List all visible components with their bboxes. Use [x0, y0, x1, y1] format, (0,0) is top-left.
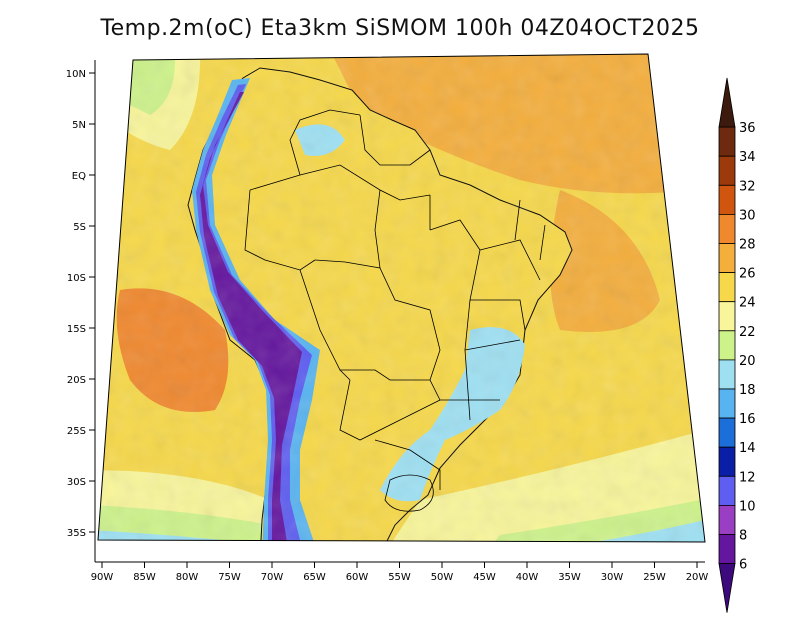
- colorbar-label: 16: [739, 412, 756, 427]
- lat-label: 30S: [67, 477, 86, 488]
- colorbar-swatch: [718, 475, 736, 506]
- colorbar-swatch: [718, 534, 736, 565]
- colorbar-label: 26: [739, 267, 756, 282]
- lon-label: 90W: [91, 572, 114, 583]
- colorbar-label: 22: [739, 325, 756, 340]
- lon-label: 65W: [303, 572, 326, 583]
- colorbar-label: 10: [739, 499, 756, 514]
- lat-label: 15S: [67, 324, 86, 335]
- colorbar-label: 34: [739, 150, 756, 165]
- lon-label: 25W: [643, 572, 666, 583]
- country-borders: [244, 109, 546, 512]
- lon-label: 50W: [431, 572, 454, 583]
- lon-label: 45W: [473, 572, 496, 583]
- colorbar-label: 28: [739, 238, 756, 253]
- lon-label: 60W: [346, 572, 369, 583]
- map-frame: [97, 53, 706, 543]
- colorbar-label: 14: [739, 441, 756, 456]
- lon-label: 40W: [516, 572, 539, 583]
- colorbar-swatch: [718, 446, 736, 477]
- map-title: Temp.2m(oC) Eta3km SiSMOM 100h 04Z04OCT2…: [100, 16, 700, 41]
- lon-label: 85W: [133, 572, 156, 583]
- lat-label: 35S: [67, 528, 86, 539]
- colorbar-swatch: [718, 359, 736, 390]
- lat-label: 25S: [67, 426, 86, 437]
- colorbar-swatch: [718, 243, 736, 274]
- colorbar-label: 30: [739, 208, 756, 223]
- colorbar-swatch: [718, 330, 736, 361]
- lat-label: 10N: [66, 69, 86, 80]
- colorbar-swatch: [718, 77, 736, 128]
- colorbar-swatch: [718, 301, 736, 332]
- lat-label: 10S: [67, 273, 86, 284]
- colorbar-label: 6: [739, 558, 747, 573]
- colorbar-swatch: [718, 184, 736, 215]
- longitude-axis: 90W 85W 80W 75W 70W 65W 60W 55W 50W 45W 40W 35W 30W 2…: [91, 562, 709, 583]
- lat-label: 5S: [73, 222, 86, 233]
- lon-label: 70W: [261, 572, 284, 583]
- lon-label: 55W: [388, 572, 411, 583]
- colorbar-swatch: [718, 213, 736, 244]
- lat-label: EQ: [72, 171, 86, 182]
- colorbar-label: 32: [739, 179, 756, 194]
- lon-label: 35W: [558, 572, 581, 583]
- lon-label: 20W: [686, 572, 709, 583]
- colorbar-swatch: [718, 563, 736, 613]
- colorbar-label: 8: [739, 529, 747, 544]
- colorbar-label: 12: [739, 470, 756, 485]
- lon-label: 75W: [218, 572, 241, 583]
- lon-label: 80W: [176, 572, 199, 583]
- colorbar-swatch: [718, 417, 736, 448]
- lat-label: 5N: [72, 120, 86, 131]
- colorbar: 36 34 32 30 28 26 24 22 20 18 16 14 12 10 8 6: [718, 77, 756, 613]
- colorbar-swatch: [718, 272, 736, 303]
- colorbar-label: 20: [739, 354, 756, 369]
- colorbar-swatch: [718, 388, 736, 419]
- lon-label: 30W: [601, 572, 624, 583]
- lat-label: 20S: [67, 375, 86, 386]
- colorbar-swatch: [718, 504, 736, 535]
- colorbar-label: 24: [739, 296, 756, 311]
- colorbar-label: 18: [739, 383, 756, 398]
- latitude-axis: 10N 5N EQ 5S 10S 15S 20S 25S 30S 35S: [66, 69, 95, 539]
- colorbar-label: 36: [739, 121, 756, 136]
- colorbar-swatch: [718, 155, 736, 186]
- colorbar-swatch: [718, 126, 736, 157]
